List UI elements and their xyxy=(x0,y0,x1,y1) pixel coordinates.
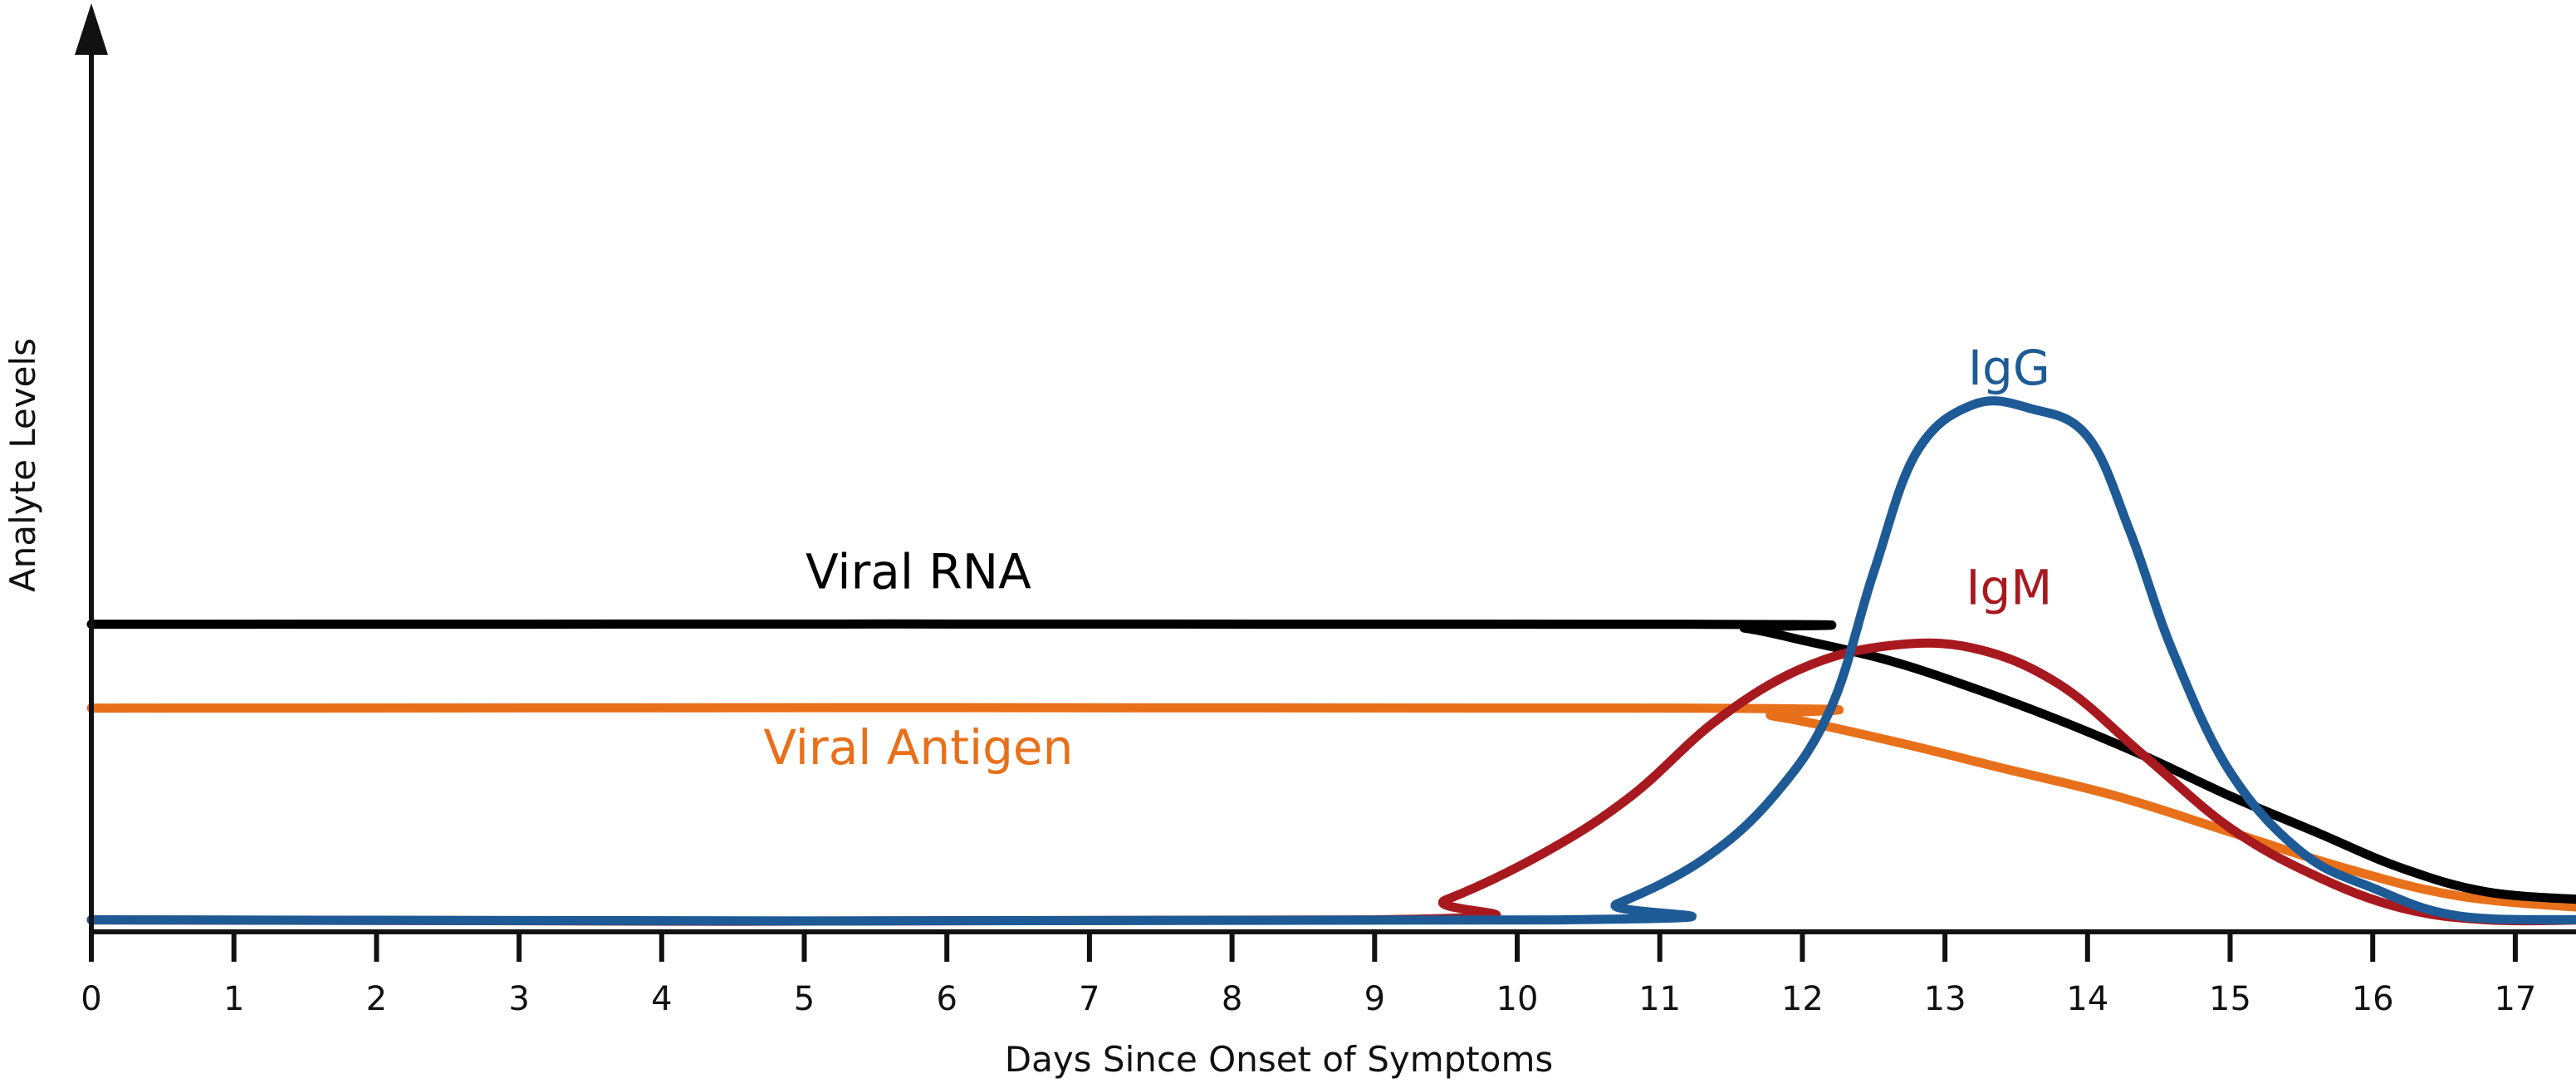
x-tick-label: 17 xyxy=(2494,980,2536,1018)
series-label-viral-rna: Viral RNA xyxy=(806,543,1031,600)
series-label-igm: IgM xyxy=(1966,560,2052,616)
x-tick-label: 0 xyxy=(81,980,101,1018)
x-tick-label: 10 xyxy=(1496,980,1539,1018)
x-tick-label: 12 xyxy=(1781,980,1824,1018)
series-label-igg: IgG xyxy=(1968,340,2050,396)
series-line-igg xyxy=(86,396,2576,926)
x-ticks: 0 1 2 3 4 5 6 7 8 9 10 11 12 13 14 15 16 17 xyxy=(81,932,2536,1018)
x-axis-title: Days Since Onset of Symptoms xyxy=(1005,1039,1554,1080)
x-tick-label: 2 xyxy=(366,980,387,1018)
x-tick-label: 6 xyxy=(936,980,957,1018)
series-line-viral-rna xyxy=(86,619,2576,904)
x-tick-label: 14 xyxy=(2066,980,2108,1018)
x-tick-label: 15 xyxy=(2209,980,2251,1018)
x-tick-label: 16 xyxy=(2352,980,2394,1018)
series-labels: Viral RNA Viral Antigen IgM IgG xyxy=(763,340,2052,776)
y-axis-title: Analyte Levels xyxy=(2,338,43,592)
x-tick-label: 4 xyxy=(651,980,672,1018)
y-axis-arrow-icon xyxy=(75,3,108,55)
x-tick-label: 8 xyxy=(1222,980,1242,1018)
x-tick-label: 11 xyxy=(1638,980,1681,1018)
x-tick-label: 9 xyxy=(1364,980,1385,1018)
x-tick-label: 13 xyxy=(1924,980,1966,1018)
x-tick-label: 5 xyxy=(794,980,815,1018)
x-tick-label: 3 xyxy=(508,980,529,1018)
series-layer xyxy=(86,396,2576,926)
x-tick-label: 7 xyxy=(1079,980,1099,1018)
series-label-viral-antigen: Viral Antigen xyxy=(763,719,1073,776)
axes-layer: 0 1 2 3 4 5 6 7 8 9 10 11 12 13 14 15 16 17 Days Since On… xyxy=(2,3,2576,1080)
series-line-viral-antigen xyxy=(86,703,2576,912)
x-tick-label: 1 xyxy=(223,980,244,1018)
